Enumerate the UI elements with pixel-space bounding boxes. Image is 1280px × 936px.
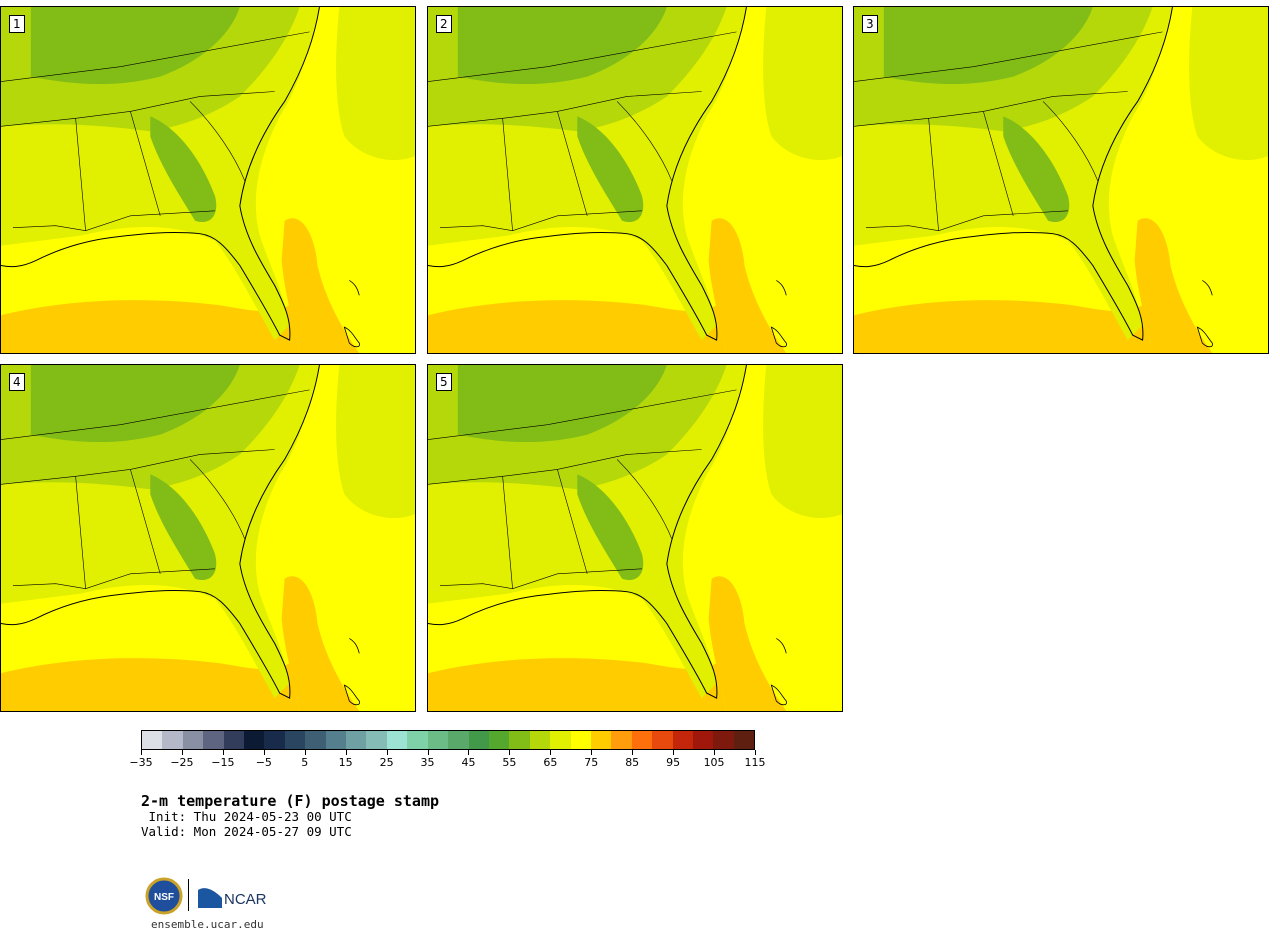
temperature-map bbox=[1, 365, 415, 711]
colorbar-swatch bbox=[386, 731, 408, 749]
colorbar-swatch bbox=[692, 731, 714, 749]
member-panel-5: 5 bbox=[427, 364, 843, 712]
colorbar-tick-label: 85 bbox=[625, 756, 640, 769]
member-panel-1: 1 bbox=[0, 6, 416, 354]
member-number-label: 3 bbox=[862, 15, 878, 33]
colorbar-swatch bbox=[427, 731, 449, 749]
colorbar-tick bbox=[263, 750, 265, 755]
colorbar-swatch bbox=[529, 731, 551, 749]
colorbar-swatch bbox=[325, 731, 347, 749]
ensemble-url: ensemble.ucar.edu bbox=[151, 918, 264, 931]
temperature-map bbox=[1, 7, 415, 353]
colorbar-swatch bbox=[733, 731, 755, 749]
colorbar-tick bbox=[468, 750, 470, 755]
colorbar-swatch bbox=[570, 731, 591, 749]
colorbar-tick bbox=[714, 750, 716, 755]
member-number-label: 4 bbox=[9, 373, 25, 391]
colorbar-tick-label: 115 bbox=[744, 756, 766, 769]
colorbar-tick bbox=[345, 750, 347, 755]
colorbar-tick bbox=[141, 750, 142, 755]
colorbar-swatch bbox=[182, 731, 204, 749]
colorbar-swatch bbox=[305, 731, 326, 749]
init-time: Init: Thu 2024-05-23 00 UTC bbox=[141, 809, 352, 824]
chart-title: 2-m temperature (F) postage stamp bbox=[141, 792, 440, 810]
colorbar-tick-label: 25 bbox=[379, 756, 394, 769]
colorbar-swatch bbox=[142, 731, 163, 749]
colorbar-swatch bbox=[488, 731, 510, 749]
colorbar-tick bbox=[509, 750, 511, 755]
valid-time: Valid: Mon 2024-05-27 09 UTC bbox=[141, 824, 352, 839]
colorbar-tick bbox=[386, 750, 388, 755]
colorbar-tick-label: 45 bbox=[461, 756, 476, 769]
nsf-logo-icon: NSF bbox=[145, 877, 183, 915]
colorbar-tick-label: 95 bbox=[666, 756, 681, 769]
colorbar-swatch bbox=[346, 731, 367, 749]
colorbar-tick-label: −15 bbox=[211, 756, 235, 769]
temperature-map bbox=[428, 365, 842, 711]
colorbar-swatch bbox=[284, 731, 306, 749]
colorbar-swatch bbox=[672, 731, 693, 749]
colorbar-tick bbox=[304, 750, 306, 755]
colorbar-swatch bbox=[611, 731, 632, 749]
svg-text:NSF: NSF bbox=[154, 892, 174, 903]
colorbar-tick-label: −5 bbox=[255, 756, 272, 769]
colorbar-tick-labels: −35 −25 −15 −5 5 15 25 35 45 55 65 75 85 95 105 115 bbox=[129, 750, 766, 770]
colorbar-swatch bbox=[590, 731, 612, 749]
colorbar-tick-label: −35 bbox=[129, 756, 153, 769]
sponsor-logos: NSF NCAR bbox=[144, 876, 274, 916]
colorbar-tick-label: 65 bbox=[543, 756, 558, 769]
colorbar-tick-label: 5 bbox=[301, 756, 309, 769]
colorbar-tick-label: 55 bbox=[502, 756, 517, 769]
colorbar-tick bbox=[591, 750, 593, 755]
colorbar-tick bbox=[632, 750, 634, 755]
colorbar-tick-label: 15 bbox=[338, 756, 353, 769]
colorbar-swatch bbox=[652, 731, 673, 749]
colorbar-swatch bbox=[223, 731, 245, 749]
colorbar-swatch bbox=[631, 731, 653, 749]
colorbar-tick-label: 75 bbox=[584, 756, 599, 769]
member-number-label: 2 bbox=[436, 15, 452, 33]
colorbar-tick bbox=[673, 750, 675, 755]
member-number-label: 1 bbox=[9, 15, 25, 33]
colorbar-tick bbox=[427, 750, 429, 755]
colorbar-tick bbox=[222, 750, 224, 755]
colorbar-tick bbox=[550, 750, 552, 755]
colorbar-swatch bbox=[366, 731, 387, 749]
svg-text:NCAR: NCAR bbox=[224, 891, 267, 908]
colorbar-tick-label: 35 bbox=[420, 756, 435, 769]
member-panel-2: 2 bbox=[427, 6, 843, 354]
colorbar-swatch bbox=[509, 731, 530, 749]
colorbar-tick bbox=[181, 750, 183, 755]
colorbar-swatch bbox=[448, 731, 469, 749]
temperature-colorbar bbox=[141, 730, 755, 750]
colorbar-swatch bbox=[244, 731, 265, 749]
member-panel-4: 4 bbox=[0, 364, 416, 712]
colorbar-swatch bbox=[550, 731, 571, 749]
colorbar-tick-label: −25 bbox=[170, 756, 194, 769]
colorbar-swatch bbox=[264, 731, 285, 749]
colorbar-tick bbox=[755, 750, 756, 755]
colorbar-swatch bbox=[407, 731, 428, 749]
colorbar-swatch bbox=[203, 731, 224, 749]
temperature-map bbox=[854, 7, 1268, 353]
colorbar-swatch bbox=[162, 731, 183, 749]
member-number-label: 5 bbox=[436, 373, 452, 391]
temperature-map bbox=[428, 7, 842, 353]
colorbar-swatch bbox=[468, 731, 489, 749]
member-panel-3: 3 bbox=[853, 6, 1269, 354]
colorbar-tick-label: 105 bbox=[703, 756, 725, 769]
colorbar-swatch bbox=[713, 731, 734, 749]
ncar-logo-icon: NCAR bbox=[198, 888, 267, 908]
